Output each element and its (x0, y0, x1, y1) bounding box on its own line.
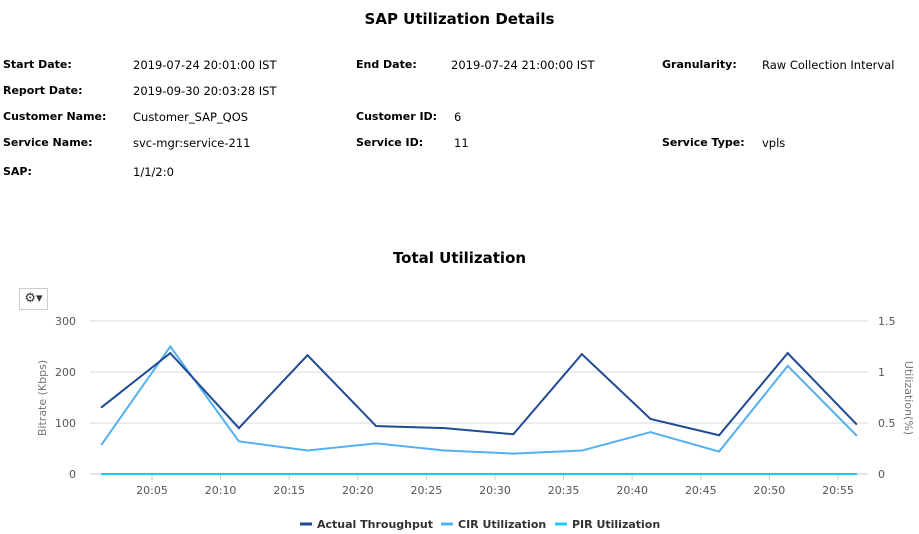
data-point (786, 364, 789, 367)
data-point (786, 473, 789, 475)
x-tick-label: 20:45 (685, 484, 717, 497)
data-point (786, 352, 789, 355)
x-tick-label: 20:55 (822, 484, 854, 497)
data-point (580, 473, 583, 475)
y2-tick-label: 0 (878, 468, 885, 481)
field-value: 6 (454, 110, 462, 124)
field-value: Customer_SAP_QOS (133, 110, 249, 124)
field-label: Granularity: (662, 58, 737, 71)
data-point (306, 449, 309, 452)
data-point (169, 352, 172, 355)
field-value: svc-mgr:service-211 (133, 136, 251, 150)
data-point (855, 434, 858, 437)
report-title: SAP Utilization Details (364, 10, 555, 28)
data-point (580, 449, 583, 452)
data-point (512, 433, 515, 436)
data-point (512, 452, 515, 455)
data-point (169, 345, 172, 348)
data-point (649, 431, 652, 434)
field-value: 2019-09-30 20:03:28 IST (133, 84, 277, 98)
data-point (169, 473, 172, 475)
legend-label: Actual Throughput (317, 518, 433, 531)
field-value: Raw Collection Interval (762, 58, 895, 72)
data-point (443, 449, 446, 452)
data-point (718, 450, 721, 453)
x-tick-label: 20:50 (754, 484, 786, 497)
field-label: Service Type: (662, 136, 745, 149)
y2-axis-label: Utilization(%) (902, 361, 915, 435)
field-label: Customer Name: (3, 110, 107, 123)
data-point (237, 473, 240, 475)
legend-item[interactable]: PIR Utilization (555, 518, 660, 531)
field-label: Service Name: (3, 136, 93, 149)
legend-label: CIR Utilization (458, 518, 546, 531)
field-value: 2019-07-24 21:00:00 IST (451, 58, 595, 72)
data-point (100, 406, 103, 409)
data-point (649, 417, 652, 420)
data-point (718, 434, 721, 437)
data-point (375, 473, 378, 475)
series-line-1 (100, 344, 858, 455)
y-tick-label: 300 (55, 315, 76, 328)
field-label: SAP: (3, 165, 32, 178)
data-point (237, 440, 240, 443)
data-point (443, 427, 446, 430)
field-label: Service ID: (356, 136, 424, 149)
data-point (855, 473, 858, 475)
x-tick-label: 20:30 (479, 484, 511, 497)
field-label: Report Date: (3, 84, 83, 97)
chart-settings-button[interactable]: ⚙▾ (19, 288, 48, 310)
x-tick-label: 20:20 (342, 484, 374, 497)
x-tick-label: 20:25 (411, 484, 443, 497)
field-label: Customer ID: (356, 110, 438, 123)
field-label: End Date: (356, 58, 417, 71)
x-tick-label: 20:05 (136, 484, 168, 497)
gears-icon: ⚙▾ (24, 291, 43, 306)
series-line-0 (101, 351, 858, 437)
x-tick-label: 20:35 (548, 484, 580, 497)
x-tick-label: 20:40 (616, 484, 648, 497)
field-value: vpls (762, 136, 786, 150)
data-point (649, 473, 652, 475)
data-point (100, 443, 103, 446)
data-point (100, 473, 103, 475)
legend-item[interactable]: CIR Utilization (441, 518, 546, 531)
field-value: 11 (454, 136, 469, 150)
legend-label: PIR Utilization (572, 518, 660, 531)
y-tick-label: 0 (69, 468, 76, 481)
field-value: 2019-07-24 20:01:00 IST (133, 58, 277, 72)
y-tick-label: 100 (55, 417, 76, 430)
field-value: 1/1/2:0 (133, 165, 174, 179)
x-tick-label: 20:15 (273, 484, 305, 497)
data-point (306, 473, 309, 475)
data-point (580, 353, 583, 356)
y-tick-label: 200 (55, 366, 76, 379)
y2-tick-label: 1.5 (878, 315, 896, 328)
y2-tick-label: 1 (878, 366, 885, 379)
field-label: Start Date: (3, 58, 72, 71)
data-point (375, 442, 378, 445)
chart-title: Total Utilization (392, 249, 527, 267)
data-point (375, 425, 378, 428)
y-axis-label: Bitrate (Kbps) (36, 360, 49, 436)
data-point (443, 473, 446, 475)
data-point (237, 427, 240, 430)
data-point (855, 423, 858, 426)
y2-tick-label: 0.5 (878, 417, 896, 430)
data-point (306, 354, 309, 357)
legend-item[interactable]: Actual Throughput (300, 518, 433, 531)
x-tick-label: 20:10 (205, 484, 237, 497)
data-point (512, 473, 515, 475)
data-point (718, 473, 721, 475)
